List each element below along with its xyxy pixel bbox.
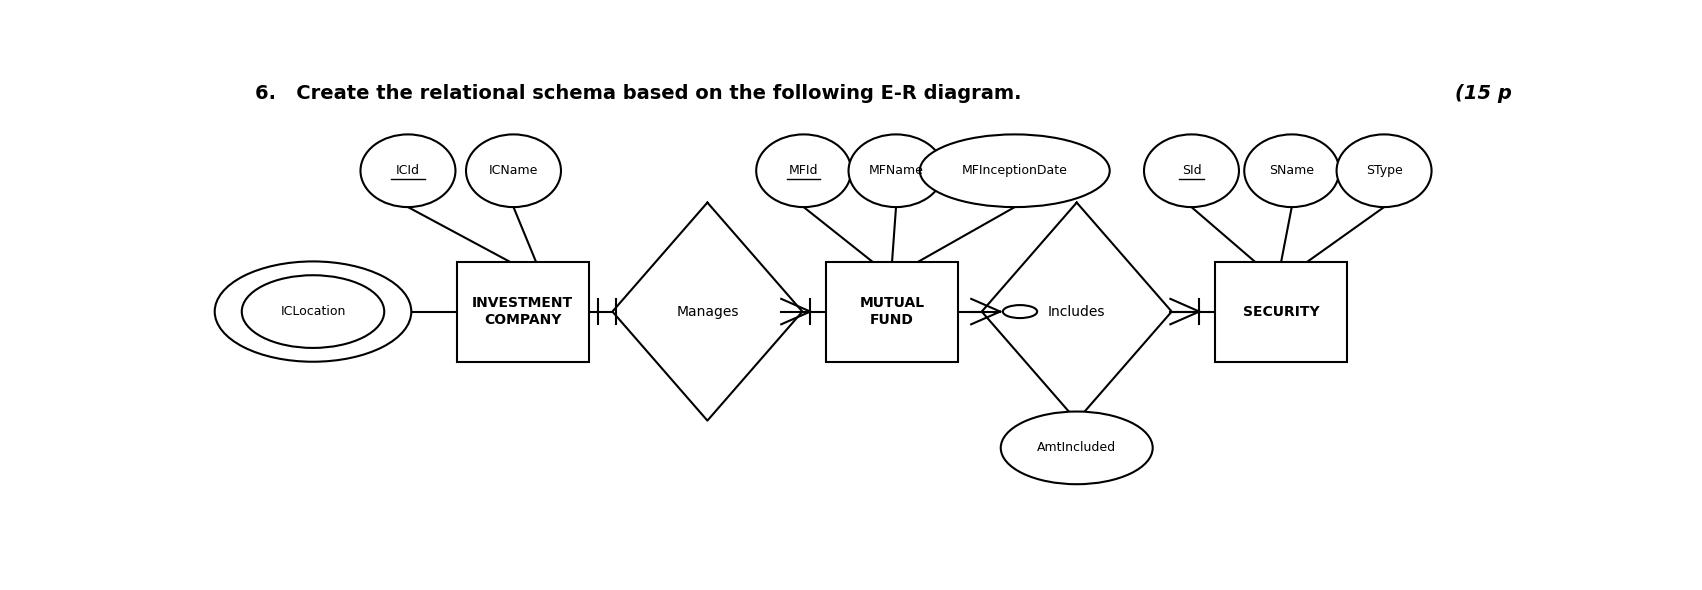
Text: MFName: MFName [868,164,924,177]
Text: SName: SName [1270,164,1314,177]
Ellipse shape [1144,135,1239,207]
Ellipse shape [919,135,1110,207]
Ellipse shape [1002,305,1037,318]
Ellipse shape [242,275,385,348]
Ellipse shape [1244,135,1339,207]
Ellipse shape [214,261,412,362]
Text: (15 p: (15 p [1455,84,1511,103]
Ellipse shape [361,135,456,207]
Text: SType: SType [1365,164,1402,177]
Text: SId: SId [1181,164,1202,177]
Polygon shape [982,202,1171,421]
Ellipse shape [756,135,851,207]
Ellipse shape [1001,412,1152,484]
Text: MFId: MFId [790,164,819,177]
Ellipse shape [1336,135,1431,207]
Text: Manages: Manages [676,304,739,319]
Text: ICLocation: ICLocation [281,305,346,318]
Text: SECURITY: SECURITY [1242,304,1319,319]
Bar [1215,261,1348,362]
Ellipse shape [849,135,943,207]
Text: ICId: ICId [397,164,420,177]
Polygon shape [613,202,802,421]
Ellipse shape [466,135,562,207]
Text: ICName: ICName [488,164,538,177]
Text: INVESTMENT
COMPANY: INVESTMENT COMPANY [471,297,574,327]
Text: AmtIncluded: AmtIncluded [1037,441,1117,454]
Text: Includes: Includes [1048,304,1106,319]
Text: 6.   Create the relational schema based on the following E-R diagram.: 6. Create the relational schema based on… [255,84,1021,103]
Text: MFInceptionDate: MFInceptionDate [962,164,1067,177]
Bar [825,261,958,362]
Text: MUTUAL
FUND: MUTUAL FUND [860,297,924,327]
Bar [456,261,589,362]
